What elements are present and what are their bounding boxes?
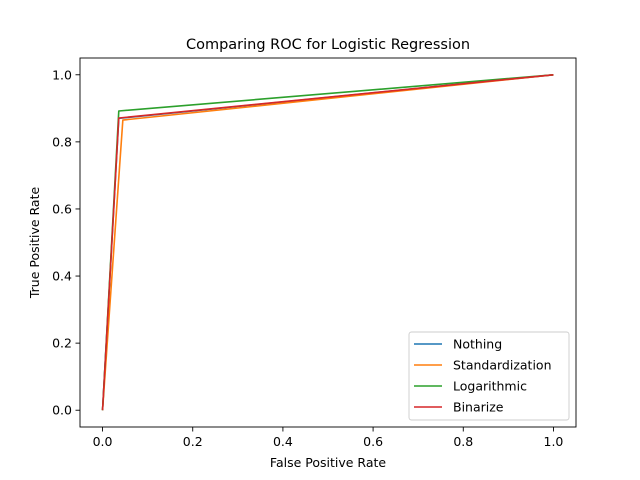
legend-label: Standardization (453, 358, 552, 373)
x-tick-label: 0.2 (183, 434, 203, 449)
y-tick-label: 1.0 (52, 67, 72, 82)
series-line-standardization (101, 73, 554, 411)
legend-label: Nothing (453, 337, 502, 352)
legend-label: Logarithmic (453, 379, 527, 394)
x-tick-label: 0.0 (93, 434, 113, 449)
x-tick-label: 0.8 (453, 434, 473, 449)
y-tick-label: 0.6 (52, 201, 72, 216)
legend: Nothing Standardization Logarithmic Binariz… (408, 331, 570, 421)
y-axis-label: True Positive Rate (27, 187, 42, 300)
x-axis-ticks: 0.0 0.2 0.4 0.6 0.8 1.0 (93, 427, 564, 449)
x-tick-label: 0.6 (363, 434, 383, 449)
legend-label: Binarize (453, 400, 504, 415)
series-line-binarize (101, 73, 554, 411)
x-tick-label: 1.0 (544, 434, 564, 449)
x-tick-label: 0.4 (273, 434, 293, 449)
y-tick-label: 0.2 (52, 336, 72, 351)
y-tick-label: 0.0 (52, 403, 72, 418)
axes-frame (79, 57, 577, 428)
y-tick-label: 0.8 (52, 134, 72, 149)
series-layer (101, 73, 554, 411)
y-tick-label: 0.4 (52, 269, 72, 284)
legend-box (408, 331, 570, 421)
chart-title: Comparing ROC for Logistic Regression (186, 37, 470, 53)
x-axis-label: False Positive Rate (270, 455, 386, 470)
y-axis-ticks: 0.0 0.2 0.4 0.6 0.8 1.0 (52, 67, 80, 418)
